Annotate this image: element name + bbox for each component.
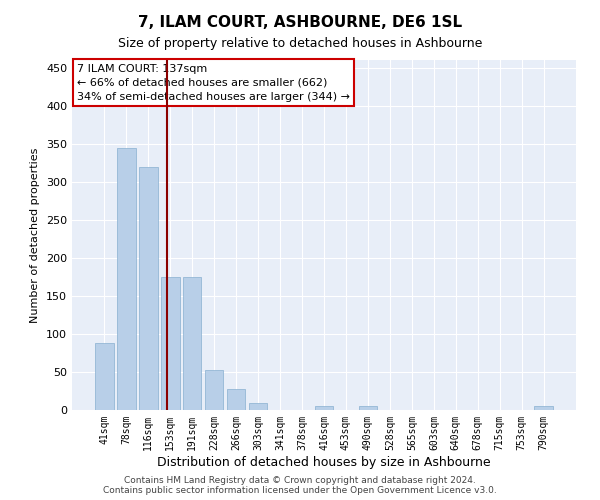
- Bar: [95, 343, 113, 410]
- Text: 7 ILAM COURT: 137sqm
← 66% of detached houses are smaller (662)
34% of semi-deta: 7 ILAM COURT: 137sqm ← 66% of detached h…: [77, 64, 350, 102]
- Text: Size of property relative to detached houses in Ashbourne: Size of property relative to detached ho…: [118, 38, 482, 51]
- Bar: [249, 403, 268, 410]
- Y-axis label: Number of detached properties: Number of detached properties: [31, 148, 40, 322]
- Bar: [139, 166, 158, 410]
- Text: 7, ILAM COURT, ASHBOURNE, DE6 1SL: 7, ILAM COURT, ASHBOURNE, DE6 1SL: [138, 15, 462, 30]
- Text: Contains HM Land Registry data © Crown copyright and database right 2024.
Contai: Contains HM Land Registry data © Crown c…: [103, 476, 497, 495]
- Bar: [183, 277, 202, 410]
- Bar: [227, 390, 245, 410]
- Bar: [314, 406, 334, 410]
- Bar: [161, 277, 179, 410]
- Bar: [359, 406, 377, 410]
- Bar: [117, 148, 136, 410]
- Bar: [205, 370, 223, 410]
- X-axis label: Distribution of detached houses by size in Ashbourne: Distribution of detached houses by size …: [157, 456, 491, 468]
- Bar: [535, 406, 553, 410]
